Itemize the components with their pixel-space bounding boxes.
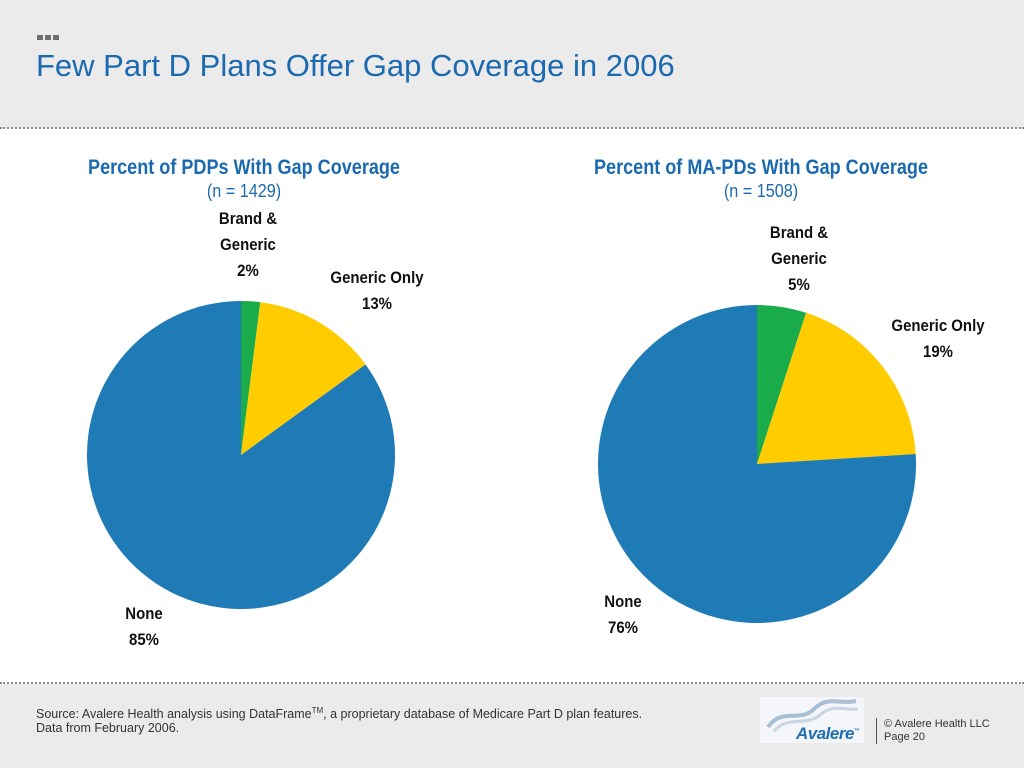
source-note: Source: Avalere Health analysis using Da… xyxy=(36,706,643,736)
pie-chart-mapd xyxy=(598,305,917,623)
slice-label-mapd-brand-generic: Brand & Generic 5% xyxy=(769,223,829,294)
pie-chart-pdp xyxy=(87,301,396,610)
slice-label-mapd-none: None 76% xyxy=(604,592,642,637)
pie-slice-generic-only xyxy=(757,312,916,464)
copyright-block: © Avalere Health LLC Page 20 xyxy=(884,718,990,743)
slice-label-mapd-generic-only: Generic Only 19% xyxy=(891,316,985,361)
slide-title: Few Part D Plans Offer Gap Coverage in 2… xyxy=(36,48,675,83)
header-divider xyxy=(0,127,1024,129)
slice-label-pdp-brand-generic: Brand & Generic 2% xyxy=(218,209,278,280)
chart-subtitle-pdp: (n = 1429) xyxy=(206,181,282,201)
chart-title-mapd: Percent of MA-PDs With Gap Coverage xyxy=(593,156,929,179)
footer-separator xyxy=(876,718,877,744)
header-mark-icon xyxy=(37,35,59,40)
footer-divider xyxy=(0,682,1024,684)
pie-slice-brand-generic xyxy=(241,301,261,455)
pie-slice-none xyxy=(598,305,917,623)
pie-slice-generic-only xyxy=(241,302,366,455)
avalere-logo-icon xyxy=(760,697,864,743)
slice-label-pdp-generic-only: Generic Only 13% xyxy=(330,268,424,313)
pie-slice-brand-generic xyxy=(757,305,807,464)
slice-label-pdp-none: None 85% xyxy=(125,604,163,649)
pie-slice-none xyxy=(87,301,396,610)
chart-title-pdp: Percent of PDPs With Gap Coverage xyxy=(88,156,400,179)
chart-subtitle-mapd: (n = 1508) xyxy=(723,181,799,201)
slide-header xyxy=(0,0,1024,128)
logo-wordmark: Avalere™ xyxy=(796,724,860,743)
